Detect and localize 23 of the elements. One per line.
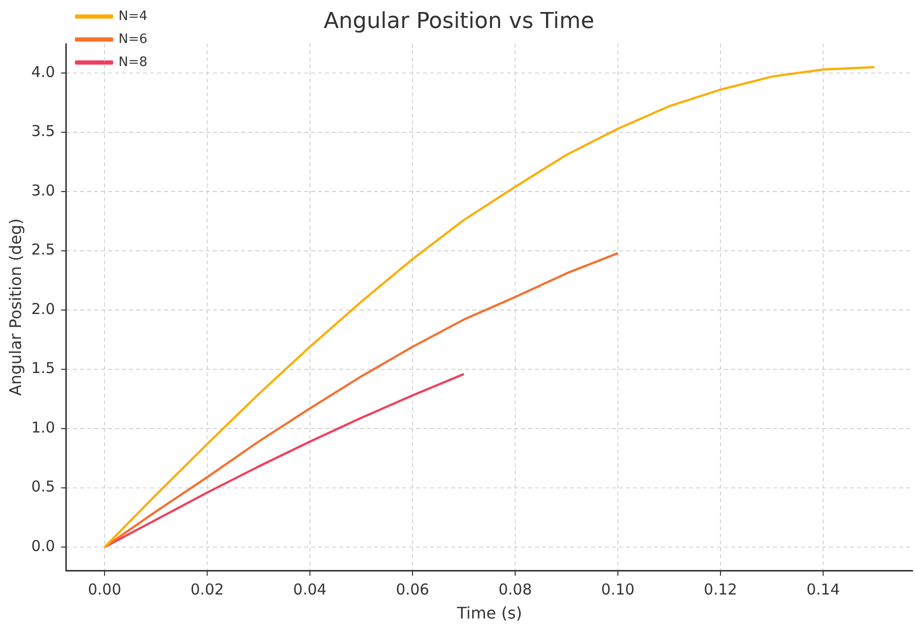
legend-label: N=8 [118, 54, 148, 70]
x-axis-title: Time (s) [456, 604, 522, 623]
y-tick-label: 2.0 [31, 300, 56, 318]
y-tick-label: 3.0 [31, 181, 56, 200]
x-tick-label: 0.14 [806, 580, 840, 599]
y-tick-label: 0.0 [31, 536, 56, 555]
y-tick-label: 1.0 [31, 418, 56, 436]
chart-title: Angular Position vs Time [324, 8, 594, 34]
y-tick-label: 4.0 [31, 62, 56, 81]
y-tick-label: 1.5 [31, 359, 56, 378]
x-tick-label: 0.00 [88, 580, 122, 599]
y-tick-label: 0.5 [31, 478, 56, 496]
legend-label: N=4 [118, 8, 148, 24]
y-axis-title: Angular Position (deg) [6, 218, 25, 396]
y-tick-label: 2.5 [31, 240, 56, 259]
x-tick-label: 0.10 [601, 580, 635, 599]
x-tick-label: 0.08 [498, 580, 532, 599]
x-tick-label: 0.06 [396, 580, 430, 599]
y-tick-label: 3.5 [31, 122, 56, 140]
legend-label: N=6 [118, 32, 148, 47]
x-tick-label: 0.12 [704, 580, 738, 599]
x-tick-label: 0.04 [293, 580, 327, 599]
x-tick-label: 0.02 [190, 580, 224, 599]
